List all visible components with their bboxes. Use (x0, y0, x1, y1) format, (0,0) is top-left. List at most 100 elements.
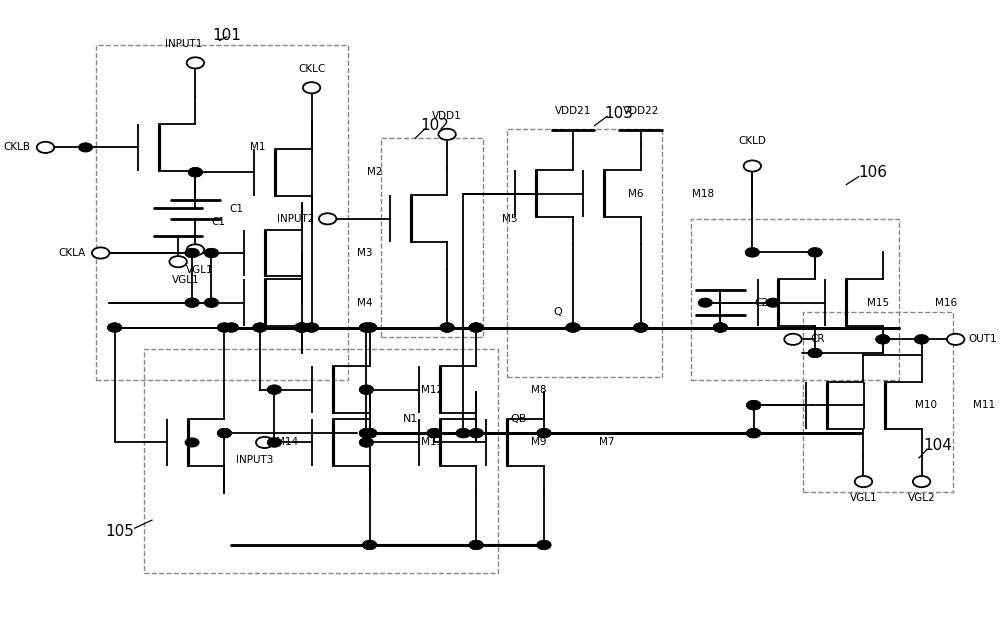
Text: VGL1: VGL1 (186, 265, 214, 275)
Circle shape (915, 335, 928, 344)
Text: M18: M18 (692, 189, 715, 199)
Circle shape (876, 335, 890, 344)
Circle shape (855, 476, 872, 487)
Text: 105: 105 (106, 524, 134, 539)
Circle shape (360, 385, 373, 394)
Circle shape (268, 385, 281, 394)
Bar (381, 138, 483, 337)
Circle shape (189, 168, 202, 177)
Text: M8: M8 (531, 384, 547, 394)
Circle shape (295, 323, 309, 332)
Circle shape (185, 248, 199, 257)
Text: 104: 104 (924, 438, 953, 453)
Bar (144, 349, 498, 573)
Text: CKLD: CKLD (738, 136, 766, 146)
Text: C2: C2 (754, 298, 768, 308)
Text: C1: C1 (229, 205, 243, 215)
Text: QB: QB (511, 414, 527, 424)
Bar (691, 219, 899, 381)
Circle shape (808, 248, 822, 256)
Circle shape (185, 438, 199, 447)
Circle shape (205, 298, 218, 307)
Text: CKLB: CKLB (3, 142, 30, 152)
Text: M3: M3 (357, 248, 372, 258)
Text: M11: M11 (973, 400, 995, 410)
Circle shape (185, 248, 199, 257)
Circle shape (305, 323, 318, 332)
Circle shape (427, 429, 441, 437)
Circle shape (537, 429, 551, 437)
Circle shape (218, 323, 231, 332)
Circle shape (456, 429, 470, 437)
Circle shape (440, 323, 454, 332)
Circle shape (537, 540, 551, 549)
Circle shape (218, 429, 231, 437)
Circle shape (427, 429, 441, 437)
Circle shape (634, 323, 648, 332)
Circle shape (469, 429, 483, 437)
Text: VGL2: VGL2 (908, 493, 935, 503)
Circle shape (566, 323, 580, 332)
Circle shape (808, 349, 822, 358)
Circle shape (456, 429, 470, 437)
Circle shape (744, 160, 761, 172)
Circle shape (714, 323, 727, 332)
Bar (507, 129, 662, 378)
Circle shape (360, 438, 373, 447)
Circle shape (808, 248, 822, 256)
Circle shape (876, 335, 890, 344)
Text: CKLA: CKLA (58, 248, 85, 258)
Circle shape (537, 540, 551, 549)
Circle shape (360, 429, 373, 437)
Circle shape (747, 429, 760, 437)
Circle shape (92, 247, 109, 258)
Text: INPUT3: INPUT3 (236, 455, 274, 465)
Text: Q: Q (553, 307, 562, 317)
Text: 103: 103 (604, 105, 633, 120)
Circle shape (253, 323, 267, 332)
Text: 101: 101 (212, 28, 241, 43)
Text: M9: M9 (531, 437, 547, 447)
Circle shape (427, 429, 441, 437)
Text: M16: M16 (935, 298, 957, 308)
Circle shape (714, 323, 727, 332)
Text: VGL1: VGL1 (850, 493, 877, 503)
Circle shape (268, 438, 281, 447)
Circle shape (915, 335, 928, 344)
Text: M5: M5 (502, 214, 518, 224)
Text: CKLC: CKLC (298, 64, 325, 74)
Circle shape (363, 429, 376, 437)
Circle shape (360, 323, 373, 332)
Circle shape (784, 334, 802, 345)
Circle shape (268, 438, 281, 447)
Bar (96, 45, 348, 381)
Circle shape (225, 323, 238, 332)
Text: M1: M1 (250, 142, 266, 152)
Circle shape (363, 540, 376, 549)
Circle shape (698, 298, 712, 307)
Circle shape (225, 323, 238, 332)
Circle shape (469, 323, 483, 332)
Circle shape (268, 385, 281, 394)
Text: M10: M10 (915, 400, 937, 410)
Circle shape (295, 323, 309, 332)
Circle shape (913, 476, 930, 487)
Circle shape (205, 248, 218, 257)
Text: INPUT1: INPUT1 (165, 39, 202, 49)
Text: 102: 102 (420, 118, 449, 133)
Circle shape (746, 248, 759, 256)
Circle shape (189, 168, 202, 177)
Circle shape (108, 323, 121, 332)
Text: CR: CR (810, 334, 824, 344)
Circle shape (747, 401, 760, 409)
Circle shape (295, 323, 309, 332)
Text: N1: N1 (403, 414, 418, 424)
Circle shape (747, 429, 760, 437)
Circle shape (218, 323, 231, 332)
Circle shape (440, 323, 454, 332)
Circle shape (363, 429, 376, 437)
Circle shape (537, 429, 551, 437)
Circle shape (187, 244, 204, 255)
Text: M13: M13 (421, 437, 443, 447)
Circle shape (363, 429, 376, 437)
